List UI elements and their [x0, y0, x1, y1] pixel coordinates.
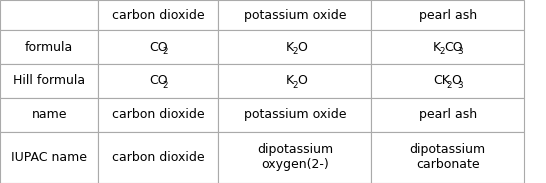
Bar — [0, 64, 98, 98]
Text: CK: CK — [433, 74, 450, 87]
Bar — [98, 132, 218, 183]
Text: K: K — [286, 74, 294, 87]
Text: name: name — [31, 108, 67, 121]
Bar — [371, 64, 524, 98]
Bar — [0, 30, 98, 64]
Text: 2: 2 — [163, 81, 168, 90]
Text: 3: 3 — [458, 47, 463, 56]
Bar — [218, 30, 371, 64]
Bar — [371, 30, 524, 64]
Text: CO: CO — [149, 41, 168, 54]
Bar — [0, 98, 98, 132]
Text: pearl ash: pearl ash — [419, 108, 477, 121]
Text: 2: 2 — [446, 81, 452, 90]
Text: 3: 3 — [458, 81, 463, 90]
Text: 2: 2 — [293, 47, 298, 56]
Text: carbon dioxide: carbon dioxide — [112, 108, 205, 121]
Bar — [218, 0, 371, 30]
Text: K: K — [286, 41, 294, 54]
Text: dipotassium
carbonate: dipotassium carbonate — [410, 143, 486, 171]
Bar — [98, 30, 218, 64]
Text: carbon dioxide: carbon dioxide — [112, 9, 205, 22]
Bar — [371, 98, 524, 132]
Bar — [0, 132, 98, 183]
Bar — [98, 0, 218, 30]
Text: pearl ash: pearl ash — [419, 9, 477, 22]
Text: O: O — [298, 41, 307, 54]
Text: O: O — [298, 74, 307, 87]
Bar — [371, 132, 524, 183]
Text: carbon dioxide: carbon dioxide — [112, 151, 205, 164]
Text: potassium oxide: potassium oxide — [244, 108, 346, 121]
Text: 2: 2 — [163, 47, 168, 56]
Text: K: K — [433, 41, 441, 54]
Bar — [0, 0, 98, 30]
Text: 2: 2 — [440, 47, 445, 56]
Bar — [218, 132, 371, 183]
Text: IUPAC name: IUPAC name — [11, 151, 87, 164]
Bar — [218, 98, 371, 132]
Text: CO: CO — [444, 41, 463, 54]
Text: potassium oxide: potassium oxide — [244, 9, 346, 22]
Text: Hill formula: Hill formula — [13, 74, 85, 87]
Bar — [371, 0, 524, 30]
Text: CO: CO — [149, 74, 168, 87]
Text: formula: formula — [25, 41, 73, 54]
Text: O: O — [451, 74, 461, 87]
Bar — [218, 64, 371, 98]
Bar — [98, 64, 218, 98]
Text: 2: 2 — [293, 81, 298, 90]
Bar — [98, 98, 218, 132]
Text: dipotassium
oxygen(2-): dipotassium oxygen(2-) — [257, 143, 333, 171]
